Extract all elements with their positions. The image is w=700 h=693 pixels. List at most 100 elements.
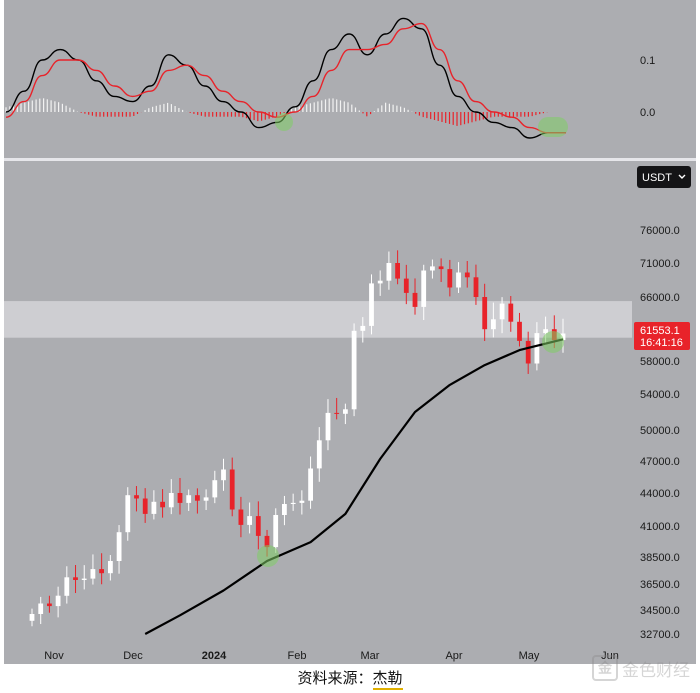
highlight-circle-price-jan (257, 545, 279, 567)
candle (108, 555, 113, 581)
candle (386, 251, 392, 290)
panel-divider[interactable] (4, 158, 696, 161)
candle (160, 489, 165, 518)
candle (125, 487, 131, 541)
x-tick-label: May (519, 650, 540, 662)
price-tick-label: 71000.0 (640, 258, 680, 270)
candle (525, 331, 531, 374)
candle (517, 312, 522, 347)
candle (499, 297, 505, 334)
watermark-text: 金色财经 (622, 660, 690, 681)
candle (116, 525, 122, 574)
candle (491, 302, 496, 338)
highlight-pill-osc-may (538, 117, 568, 137)
candle (438, 258, 444, 282)
candle (290, 493, 296, 511)
candle (142, 488, 148, 523)
x-tick-label: Apr (445, 650, 462, 662)
price-tick-label: 41000.0 (640, 521, 680, 533)
candle (369, 274, 374, 335)
candle (99, 553, 104, 585)
candle (255, 501, 261, 550)
price-tick-label: 47000.0 (640, 456, 680, 468)
x-tick-label: Mar (361, 650, 380, 662)
candle (168, 479, 174, 515)
candle (29, 608, 35, 627)
price-tick-label: 38500.0 (640, 552, 680, 564)
candle (351, 323, 357, 417)
candle (421, 264, 427, 320)
candle (412, 278, 418, 315)
chevron-down-icon (678, 174, 686, 179)
candle (334, 397, 340, 420)
oscillator-histogram (5, 98, 548, 126)
candle (229, 457, 235, 517)
candle (238, 496, 244, 538)
candle (343, 403, 348, 425)
x-tick-label: Jun (601, 650, 619, 662)
oscillator-tick-label: 0.0 (640, 107, 655, 119)
candle (456, 262, 461, 293)
candle (447, 259, 453, 297)
x-tick-label: Feb (288, 650, 307, 662)
oscillator-tick-label: 0.1 (640, 55, 655, 67)
watermark: 金 金色财经 (592, 655, 690, 681)
price-panel-bg (4, 161, 696, 664)
current-price: 61553.1 (640, 325, 680, 337)
price-tick-label: 44000.0 (640, 488, 680, 500)
price-tick-label: 32700.0 (640, 629, 680, 641)
x-tick-label: Nov (44, 650, 64, 662)
price-tick-label: 50000.0 (640, 425, 680, 437)
price-tick-label: 54000.0 (640, 389, 680, 401)
resistance-band (4, 301, 632, 338)
source-caption: 资料来源：杰勒 (0, 664, 700, 693)
x-tick-label: 2024 (202, 650, 227, 662)
candle (221, 458, 226, 491)
price-y-axis: 76000.071000.066000.062000.058000.054000… (640, 225, 680, 641)
candle (203, 489, 209, 510)
oscillator-y-axis: 0.1 0.0 (640, 55, 655, 119)
candle (482, 283, 488, 342)
candle (64, 566, 70, 604)
candle (464, 260, 470, 288)
candle (282, 495, 287, 526)
moving-average (144, 338, 564, 635)
candle (55, 586, 61, 618)
source-name: 杰勒 (372, 669, 403, 690)
candle (151, 490, 157, 520)
price-tick-label: 58000.0 (640, 356, 680, 368)
current-price-tag (634, 322, 690, 350)
candle (325, 399, 331, 451)
candle (47, 595, 52, 613)
candle (308, 456, 313, 509)
candle (212, 470, 218, 504)
price-tick-label: 76000.0 (640, 225, 680, 237)
price-tick-label: 34500.0 (640, 605, 680, 617)
x-tick-label: Dec (123, 650, 143, 662)
candle (247, 502, 252, 534)
price-chart: 0.10.0 76000.071000.066000.062000.058000… (4, 0, 696, 664)
candle (81, 565, 87, 590)
candle (134, 486, 139, 512)
candle (38, 596, 44, 625)
highlight-circle-osc-jan (275, 113, 293, 131)
candle (508, 296, 514, 332)
price-tick-label: 66000.0 (640, 292, 680, 304)
currency-label: USDT (642, 172, 672, 184)
candle (299, 490, 305, 515)
candle (177, 477, 183, 515)
price-tick-label: 36500.0 (640, 579, 680, 591)
candle (360, 317, 366, 343)
candle-countdown: 16:41:16 (640, 337, 683, 349)
candle (377, 270, 383, 296)
currency-selector[interactable] (637, 166, 691, 188)
candle (430, 259, 435, 279)
candle (403, 264, 409, 305)
candlesticks (29, 250, 566, 627)
highlight-circle-price-may (542, 331, 564, 353)
candle (473, 264, 479, 305)
ma-line (144, 338, 564, 635)
candle (560, 318, 566, 353)
candle (395, 250, 400, 285)
